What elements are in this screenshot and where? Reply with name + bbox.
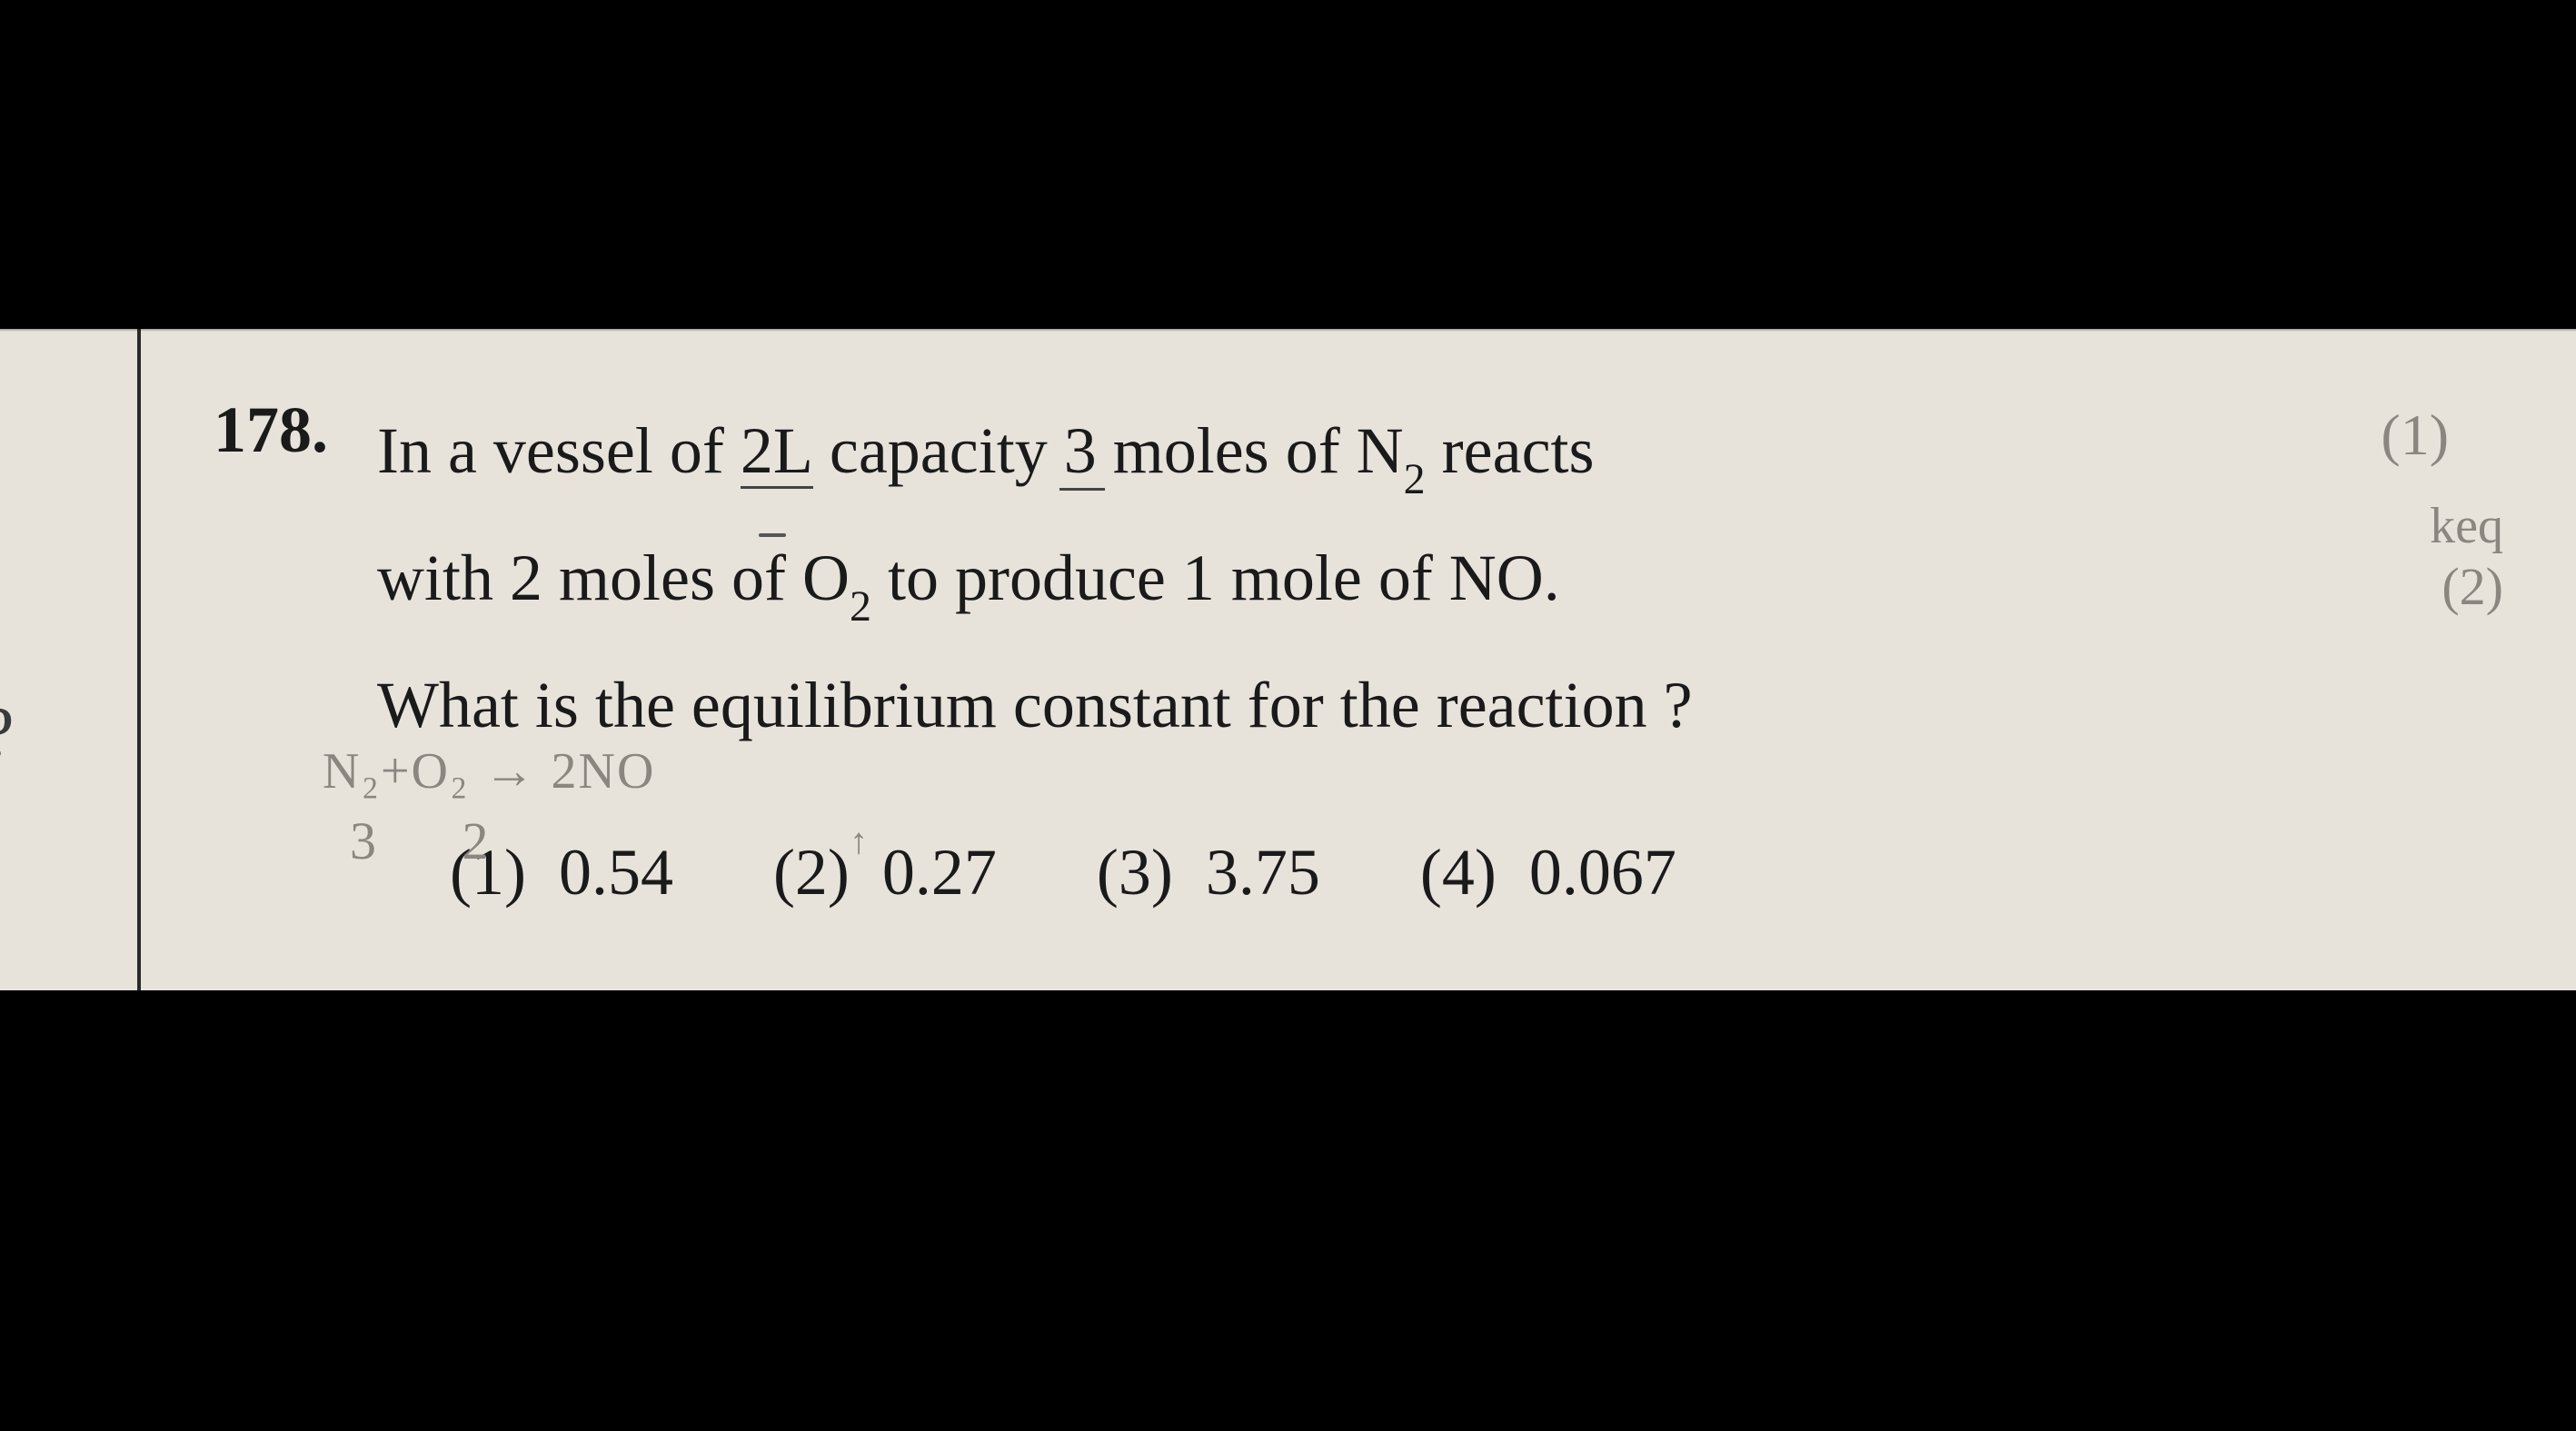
- option-number: (4): [1420, 836, 1497, 909]
- option-value: 0.27: [882, 836, 997, 909]
- question-line-2: with 2 moles of O2 to produce 1 mole of …: [377, 520, 2521, 640]
- question-number: 178.: [214, 393, 350, 468]
- question-line-1: In a vessel of 2L capacity 3 moles of N2…: [377, 393, 2521, 512]
- subscript: 2: [850, 582, 871, 631]
- text-fragment: In a vessel of: [377, 414, 741, 487]
- text-fragment: reacts: [1426, 414, 1595, 487]
- text-fragment: with 2 moles of O: [377, 542, 850, 614]
- text-fragment: to produce 1 mole of NO.: [871, 542, 1560, 614]
- paper-region: ? 178. In a vessel of 2L capacity 3 mole…: [0, 329, 2576, 990]
- text-underlined-2l: 2L: [741, 414, 813, 487]
- question-line-3: What is the equilibrium constant for the…: [377, 647, 2521, 765]
- option-number: (3): [1097, 836, 1173, 909]
- options-row: (1) 0.54 (2) 0.27 (3) 3.75 (4) 0.067: [450, 835, 2521, 910]
- option-value: 0.067: [1529, 836, 1676, 909]
- handwritten-num-2: (2): [2442, 556, 2503, 617]
- option-2: (2) 0.27: [773, 835, 997, 910]
- handwritten-initial-moles: 3 2: [350, 810, 525, 871]
- question-text: In a vessel of 2L capacity 3 moles of N2…: [377, 393, 2521, 771]
- option-number: (2): [773, 836, 850, 909]
- text-fragment: moles of N: [1097, 414, 1404, 487]
- question-content: 178. In a vessel of 2L capacity 3 moles …: [141, 329, 2576, 990]
- option-value: 3.75: [1206, 836, 1320, 909]
- handwritten-arrow-mark: ↑: [850, 820, 868, 862]
- pencil-mark: [759, 533, 786, 537]
- option-value: 0.54: [559, 836, 673, 909]
- subscript: 2: [1404, 455, 1426, 503]
- handwritten-reaction: N₂+O₂ → 2NO: [323, 742, 655, 800]
- left-margin: ?: [0, 329, 141, 990]
- text-fragment: capacity: [813, 414, 1064, 487]
- handwritten-circled-1: (1): [2381, 402, 2449, 469]
- margin-question-mark: ?: [0, 692, 15, 775]
- text-underlined-3: 3: [1064, 414, 1097, 487]
- option-3: (3) 3.75: [1097, 835, 1320, 910]
- option-4: (4) 0.067: [1420, 835, 1676, 910]
- handwritten-keq: keq: [2430, 497, 2503, 555]
